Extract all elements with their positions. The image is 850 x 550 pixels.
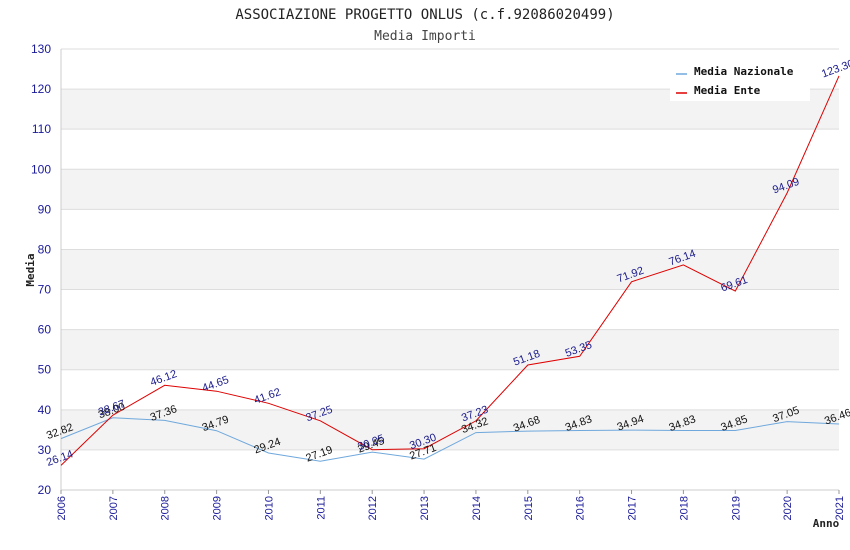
x-tick-label: 2007 <box>108 496 120 520</box>
y-tick-label: 40 <box>38 403 52 417</box>
x-tick-label: 2019 <box>730 496 742 520</box>
x-tick-label: 2008 <box>160 496 172 520</box>
y-axis-label: Media <box>24 253 37 286</box>
legend-label: Media Ente <box>694 84 761 97</box>
series-lines <box>60 75 840 466</box>
plot-band <box>61 329 839 370</box>
y-tick-label: 60 <box>38 323 52 337</box>
y-tick-label: 50 <box>38 363 52 377</box>
y-tick-label: 20 <box>38 483 52 497</box>
y-tick-label: 130 <box>31 42 51 56</box>
plot-band <box>61 169 839 210</box>
y-tick-label: 30 <box>38 443 52 457</box>
y-tick-label: 80 <box>38 242 52 256</box>
plot-band <box>61 409 839 450</box>
x-tick-label: 2014 <box>471 496 483 520</box>
plot-band <box>61 249 839 290</box>
data-label: 41.62 <box>252 386 282 407</box>
x-tick-label: 2009 <box>212 496 224 520</box>
x-tick-label: 2016 <box>575 496 587 520</box>
chart-title: ASSOCIAZIONE PROGETTO ONLUS (c.f.9208602… <box>235 7 614 23</box>
y-tick-label: 110 <box>32 122 51 136</box>
axes <box>60 49 839 491</box>
series-line <box>60 417 840 462</box>
data-label: 44.65 <box>201 374 231 395</box>
x-tick-label: 2020 <box>782 496 794 520</box>
y-tick-label: 70 <box>38 283 52 297</box>
y-tick-label: 120 <box>31 82 51 96</box>
y-tick-label: 90 <box>38 202 52 216</box>
legend-box <box>670 59 810 101</box>
y-axis-ticks: 20 30 40 50 60 70 80 90 100 110 120 130 <box>31 42 51 497</box>
series-line <box>60 75 840 466</box>
x-tick-label: 2006 <box>56 496 68 520</box>
x-tick-label: 2017 <box>627 496 639 520</box>
x-tick-label: 2021 <box>834 496 846 520</box>
x-tick-label: 2018 <box>678 496 690 520</box>
x-tick-label: 2012 <box>367 496 379 520</box>
legend-label: Media Nazionale <box>694 65 794 78</box>
x-axis-label: Anno <box>813 517 840 530</box>
chart-subtitle: Media Importi <box>374 29 476 44</box>
data-label: 123.30 <box>820 58 850 81</box>
x-tick-label: 2010 <box>263 496 275 520</box>
plot-bands <box>61 89 839 450</box>
x-tick-label: 2011 <box>315 496 327 520</box>
legend: Media Nazionale Media Ente <box>670 59 810 101</box>
x-tick-label: 2013 <box>419 496 431 520</box>
x-axis-ticks: 2006 2007 2008 2009 2010 2011 2012 2013 2014 2015… <box>56 490 846 520</box>
x-tick-label: 2015 <box>523 496 535 520</box>
y-tick-label: 100 <box>31 162 51 176</box>
